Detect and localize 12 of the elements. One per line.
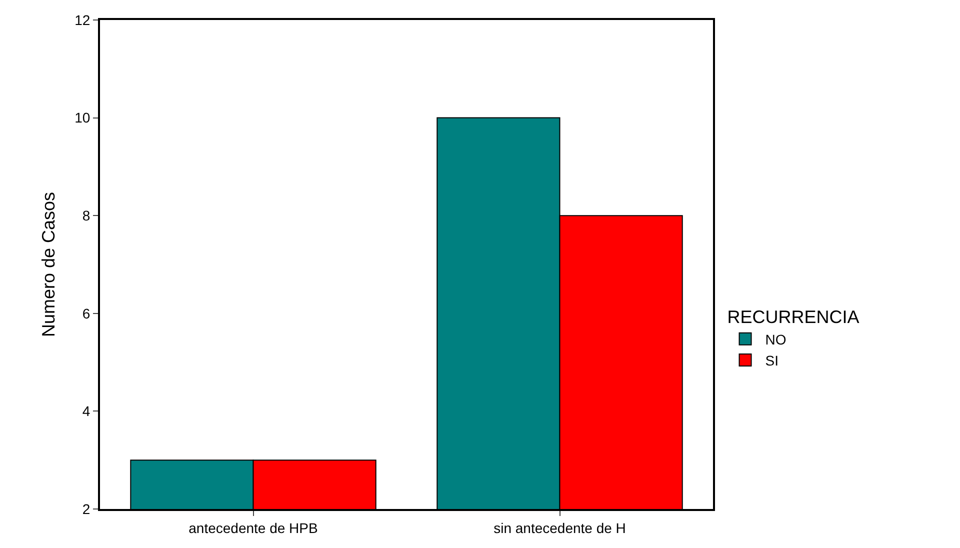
y-tick-label: 6 — [82, 305, 90, 322]
y-tick-label: 2 — [82, 500, 90, 517]
x-tick-label: sin antecedente de H — [494, 520, 626, 536]
y-tick-label: 10 — [74, 110, 90, 126]
y-tick-label: 4 — [82, 403, 90, 420]
y-tick-label: 12 — [74, 12, 90, 28]
x-tick-label: antecedente de HPB — [188, 520, 318, 536]
legend-label: SI — [765, 352, 778, 369]
y-tick-label: 8 — [82, 208, 90, 224]
legend-label: NO — [765, 331, 786, 348]
y-axis-title: Numero de Casos — [38, 192, 58, 338]
legend-title: RECURRENCIA — [727, 307, 860, 328]
